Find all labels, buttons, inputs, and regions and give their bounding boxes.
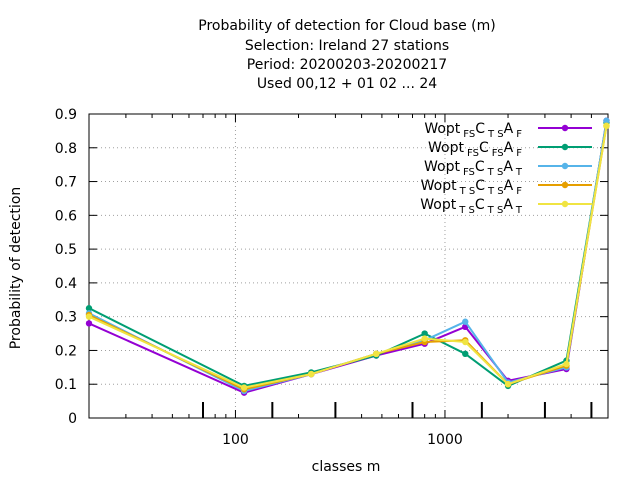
y-tick-label: 0.5 bbox=[55, 242, 77, 258]
y-tick-label: 0.1 bbox=[55, 377, 77, 393]
series bbox=[85, 117, 610, 396]
data-point bbox=[308, 370, 315, 378]
legend-marker bbox=[561, 162, 569, 170]
plot-border bbox=[88, 113, 609, 419]
legend-entry: Wopt T SC T SA F bbox=[421, 178, 592, 197]
ticks: 0 0.1 0.2 0.3 0.4 0.5 0.6 0.7 0.8 0.9 100 1000 bbox=[55, 107, 609, 448]
y-tick-label: 0.4 bbox=[55, 276, 77, 292]
legend-marker bbox=[561, 181, 569, 189]
y-tick-label: 0.7 bbox=[55, 175, 77, 191]
series-line bbox=[88, 120, 608, 392]
data-point bbox=[85, 305, 93, 312]
legend-label: Wopt FSC T SA F bbox=[424, 121, 522, 140]
data-point bbox=[603, 122, 610, 130]
x-axis-label: classes m bbox=[312, 459, 381, 475]
legend-label: Wopt T SC T SA T bbox=[420, 197, 523, 216]
title-line-4: Used 00,12 + 01 02 ... 24 bbox=[256, 76, 438, 92]
series-5 bbox=[85, 122, 610, 391]
grid bbox=[89, 114, 608, 418]
axes bbox=[88, 113, 609, 419]
data-point bbox=[462, 350, 469, 358]
series-1 bbox=[85, 117, 610, 396]
series-line bbox=[88, 125, 608, 389]
data-point bbox=[462, 318, 469, 325]
series-line bbox=[88, 122, 608, 387]
legend-entry: Wopt FSC T SA T bbox=[424, 159, 592, 178]
data-point bbox=[240, 384, 248, 391]
data-point bbox=[421, 330, 428, 337]
x-tick-label: 100 bbox=[222, 432, 249, 448]
data-point bbox=[421, 335, 428, 342]
title-line-1: Probability of detection for Cloud base … bbox=[198, 18, 496, 34]
y-tick-label: 0 bbox=[68, 411, 77, 427]
y-tick-label: 0.2 bbox=[55, 343, 77, 359]
data-point bbox=[85, 313, 93, 320]
y-tick-label: 0.8 bbox=[55, 141, 77, 157]
data-point bbox=[504, 381, 512, 388]
series-line bbox=[88, 125, 608, 391]
title-line-2: Selection: Ireland 27 stations bbox=[244, 38, 450, 54]
title-line-3: Period: 20200203-20200217 bbox=[246, 57, 448, 73]
legend-entry: Wopt T SC T SA T bbox=[420, 197, 592, 216]
legend-label: Wopt FSC FSA F bbox=[428, 140, 522, 159]
data-point bbox=[603, 117, 610, 124]
y-tick-label: 0.3 bbox=[55, 310, 77, 326]
legend-label: Wopt FSC T SA T bbox=[424, 159, 523, 178]
legend-label: Wopt T SC T SA F bbox=[421, 178, 523, 197]
series-3 bbox=[85, 117, 610, 395]
data-point bbox=[373, 350, 380, 358]
legend-entry: Wopt FSC T SA F bbox=[424, 121, 592, 140]
legend-marker bbox=[561, 143, 569, 151]
legend-entry: Wopt FSC FSA F bbox=[428, 140, 592, 159]
data-point bbox=[85, 320, 93, 327]
x-tick-label: 1000 bbox=[427, 432, 463, 448]
series-2 bbox=[85, 119, 610, 390]
y-tick-label: 0.9 bbox=[55, 107, 77, 123]
y-axis-label: Probability of detection bbox=[8, 187, 24, 350]
data-point bbox=[462, 338, 469, 346]
data-point bbox=[563, 360, 570, 368]
legend-marker bbox=[561, 124, 569, 132]
legend-marker bbox=[561, 200, 569, 208]
y-tick-label: 0.6 bbox=[55, 208, 77, 224]
